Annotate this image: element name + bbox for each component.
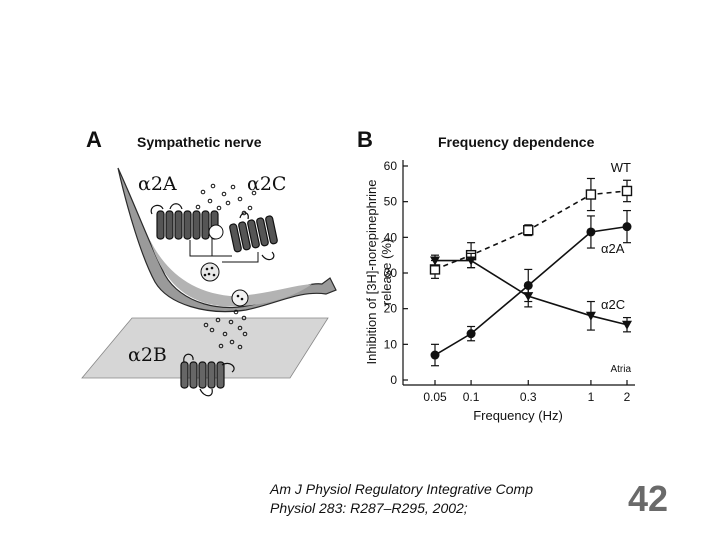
y-tick-label: 60: [384, 159, 398, 173]
data-point: [466, 256, 477, 266]
panel-a-letter: A: [86, 127, 102, 152]
y-tick-label: 20: [384, 302, 398, 316]
y-ticks: 0 10 20 30 40 50 60: [384, 159, 408, 387]
data-point: [585, 189, 597, 200]
y-tick-label: 50: [384, 195, 398, 209]
postsynaptic-membrane: [81, 317, 329, 379]
x-ticks: 0.05 0.1 0.3 1 2: [423, 380, 631, 404]
citation-line-2: Physiol 283: R287–R295, 2002;: [270, 500, 468, 516]
data-point: [622, 222, 632, 232]
series-2: [430, 252, 632, 333]
data-point: [586, 227, 596, 237]
nerve-terminal: [117, 167, 337, 313]
series-label-wt: WT: [611, 160, 631, 175]
alpha2a-label: α2A: [138, 173, 177, 195]
data-point: [621, 185, 633, 197]
citation-line-1: Am J Physiol Regulatory Integrative Comp: [270, 481, 533, 497]
data-point: [585, 311, 596, 321]
chart-series: [429, 177, 633, 367]
signal-path: [189, 240, 232, 257]
y-axis-label-line2: release (%): [379, 239, 394, 305]
channel: [208, 224, 224, 240]
x-tick-label: 0.05: [423, 390, 447, 404]
data-point: [622, 320, 632, 330]
y-tick-label: 10: [384, 337, 398, 351]
x-tick-label: 0.3: [520, 390, 537, 404]
norepinephrine-molecules: [195, 183, 257, 350]
y-tick-label: 40: [384, 230, 398, 244]
data-point: [466, 329, 476, 339]
signal-path-2: [222, 252, 259, 263]
y-axis-label-line1: Inhibition of [3H]-norepinephrine: [364, 179, 379, 364]
y-tick-label: 30: [384, 266, 398, 280]
series-0: [429, 177, 633, 279]
series-line: [434, 225, 628, 356]
atria-annotation: Atria: [610, 364, 631, 375]
citation: Am J Physiol Regulatory Integrative Comp…: [270, 480, 630, 518]
chart-title: Frequency dependence: [438, 134, 595, 150]
alpha2c-receptor: [229, 212, 278, 261]
alpha2c-label: α2C: [247, 173, 286, 195]
terminal-shading: [150, 240, 312, 307]
alpha2b-receptor: [180, 353, 235, 397]
data-point: [523, 292, 534, 302]
vesicle-full: [200, 262, 220, 282]
data-point: [430, 256, 440, 266]
x-axis-label: Frequency (Hz): [473, 408, 563, 423]
page-number: 42: [628, 478, 669, 519]
panel-b-letter: B: [357, 127, 373, 152]
x-tick-label: 1: [588, 390, 595, 404]
data-point: [430, 350, 440, 360]
data-point: [523, 224, 534, 236]
x-tick-label: 0.1: [463, 390, 480, 404]
x-tick-label: 2: [624, 390, 631, 404]
synapse-illustration: [81, 167, 337, 397]
vesicle-release: [231, 289, 249, 307]
series-label-alpha2c: α2C: [601, 297, 625, 312]
y-tick-label: 0: [390, 373, 397, 387]
alpha2a-receptor: [150, 203, 219, 240]
series-label-alpha2a: α2A: [601, 241, 625, 256]
panel-a-title: Sympathetic nerve: [137, 134, 262, 150]
alpha2b-label: α2B: [128, 344, 167, 366]
